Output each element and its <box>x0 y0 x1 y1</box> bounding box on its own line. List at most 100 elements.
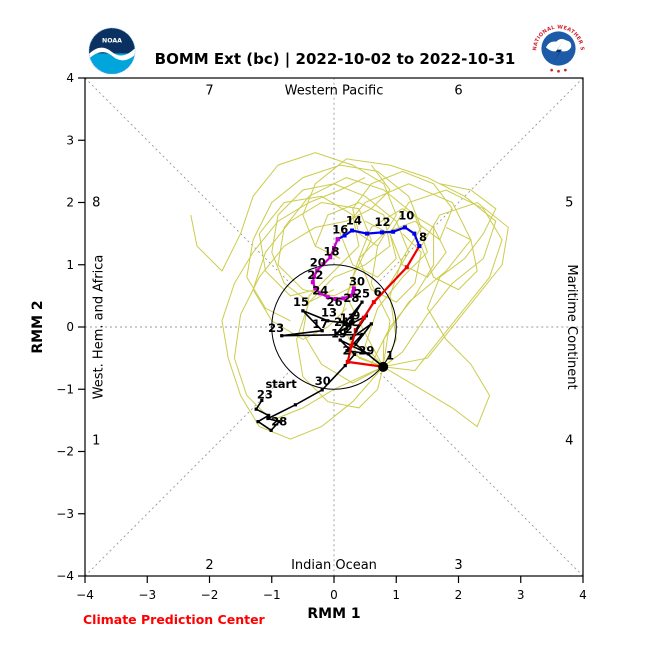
observed-day-label: 7 <box>347 315 355 329</box>
x-axis-title: RMM 1 <box>307 606 360 622</box>
observed-day-label: 30 <box>315 374 331 388</box>
x-tick-label: −3 <box>138 588 156 602</box>
x-tick-label: 0 <box>330 588 338 602</box>
forecast-marker-week2 <box>417 244 422 249</box>
forecast-day-label: 6 <box>374 285 382 299</box>
ensemble-member <box>382 183 497 428</box>
forecast-marker-week1 <box>361 315 366 320</box>
noaa-logo-text: NOAA <box>102 37 122 44</box>
phase-label: 4 <box>565 433 573 448</box>
forecast-start-dot <box>378 361 389 372</box>
x-tick-label: 3 <box>517 588 525 602</box>
forecast-marker-weeks3-4 <box>335 237 340 242</box>
forecast-day-label: 18 <box>324 244 340 258</box>
observed-day-label: 29 <box>358 343 374 357</box>
x-tick-label: 1 <box>392 588 400 602</box>
observed-marker <box>338 338 342 342</box>
ensemble-member <box>296 201 391 409</box>
observed-marker <box>360 332 364 337</box>
observed-day-label: start <box>265 377 297 391</box>
observed-day-label: 27 <box>345 322 361 336</box>
nws-cloud-map-icon <box>545 39 572 52</box>
observed-marker <box>256 420 260 424</box>
forecast-marker-week1 <box>349 343 354 348</box>
forecast-marker-weeks3-4 <box>332 245 336 250</box>
forecast-marker-week1 <box>345 359 350 364</box>
y-tick-label: −1 <box>56 382 74 396</box>
guide-line <box>377 77 584 284</box>
ensemble-member <box>221 177 384 440</box>
observed-day-label: 2 <box>342 343 350 357</box>
ensemble-member <box>383 189 503 372</box>
forecast-marker-weeks3-4 <box>325 295 330 300</box>
forecast-marker-week2 <box>379 230 384 235</box>
x-tick-label: −4 <box>76 588 94 602</box>
x-tick-label: −2 <box>201 588 219 602</box>
observed-day-label: 23 <box>268 321 284 335</box>
observed-marker <box>280 334 284 338</box>
forecast-marker-week2 <box>402 225 407 230</box>
observed-day-label: 5 <box>341 320 349 334</box>
forecast-marker-weeks3-4 <box>341 296 346 301</box>
observed-marker <box>320 388 324 392</box>
forecast-day-label: 20 <box>310 256 326 270</box>
forecast-marker-weeks3-4 <box>315 268 320 273</box>
forecast-day-label: 24 <box>312 284 328 298</box>
y-tick-label: −4 <box>56 569 74 583</box>
observed-day-label: 21 <box>334 315 350 329</box>
observed-day-label: 11 <box>340 311 356 325</box>
observed-marker <box>345 349 349 353</box>
observed-day-label: 25 <box>354 287 370 301</box>
observed-marker <box>351 322 355 326</box>
observed-marker <box>260 398 264 403</box>
forecast-day-label: 28 <box>343 291 359 305</box>
observed-marker <box>269 428 273 432</box>
observed-day-label: 9 <box>352 309 360 323</box>
forecast-day-label: 12 <box>375 215 391 229</box>
ensemble-member <box>383 201 509 368</box>
y-tick-label: 0 <box>66 320 74 334</box>
forecast-marker-weeks3-4 <box>328 255 333 260</box>
observed-marker <box>346 324 350 328</box>
x-tick-label: −1 <box>263 588 281 602</box>
y-axis-title: RMM 2 <box>30 300 46 353</box>
phase-label: 2 <box>205 558 213 573</box>
phase-label: 8 <box>92 196 100 211</box>
forecast-marker-week2 <box>364 231 369 236</box>
observed-marker <box>267 413 271 417</box>
ensemble-member <box>233 164 391 421</box>
phase-label: 5 <box>565 196 573 211</box>
observed-day-label: 13 <box>321 305 337 319</box>
credit-text: Climate Prediction Center <box>83 612 265 627</box>
guide-line <box>84 77 291 284</box>
ensemble-member <box>190 152 397 367</box>
noaa-seagull-icon <box>88 47 136 61</box>
nws-dot-icon <box>563 68 567 72</box>
forecast-marker-week2 <box>412 231 417 236</box>
forecast-day-label: 10 <box>398 208 414 222</box>
forecast-marker-weeks3-4 <box>312 274 317 279</box>
observed-marker <box>254 407 258 411</box>
observed-day-label: 28 <box>271 414 287 428</box>
y-tick-label: 4 <box>66 71 74 85</box>
guide-line <box>84 370 291 577</box>
observed-marker <box>301 309 305 313</box>
observed-marker <box>349 336 354 340</box>
phase-label: 6 <box>454 83 462 98</box>
phase-label: 3 <box>454 558 462 573</box>
observed-marker <box>320 329 324 333</box>
observed-day-label: 1 <box>386 348 394 362</box>
observed-marker <box>335 331 339 335</box>
ensemble-member <box>277 177 428 368</box>
observed-marker <box>366 352 370 356</box>
forecast-marker-weeks3-4 <box>310 280 315 285</box>
y-tick-label: −3 <box>56 507 74 521</box>
forecast-path-week2 <box>337 226 421 247</box>
observed-day-label: 23 <box>257 388 273 402</box>
y-tick-label: 3 <box>66 133 74 147</box>
forecast-marker-weeks3-4 <box>333 296 338 301</box>
noaa-logo: NOAA <box>88 27 136 75</box>
ensemble-member <box>302 158 497 368</box>
observed-path <box>255 301 384 432</box>
